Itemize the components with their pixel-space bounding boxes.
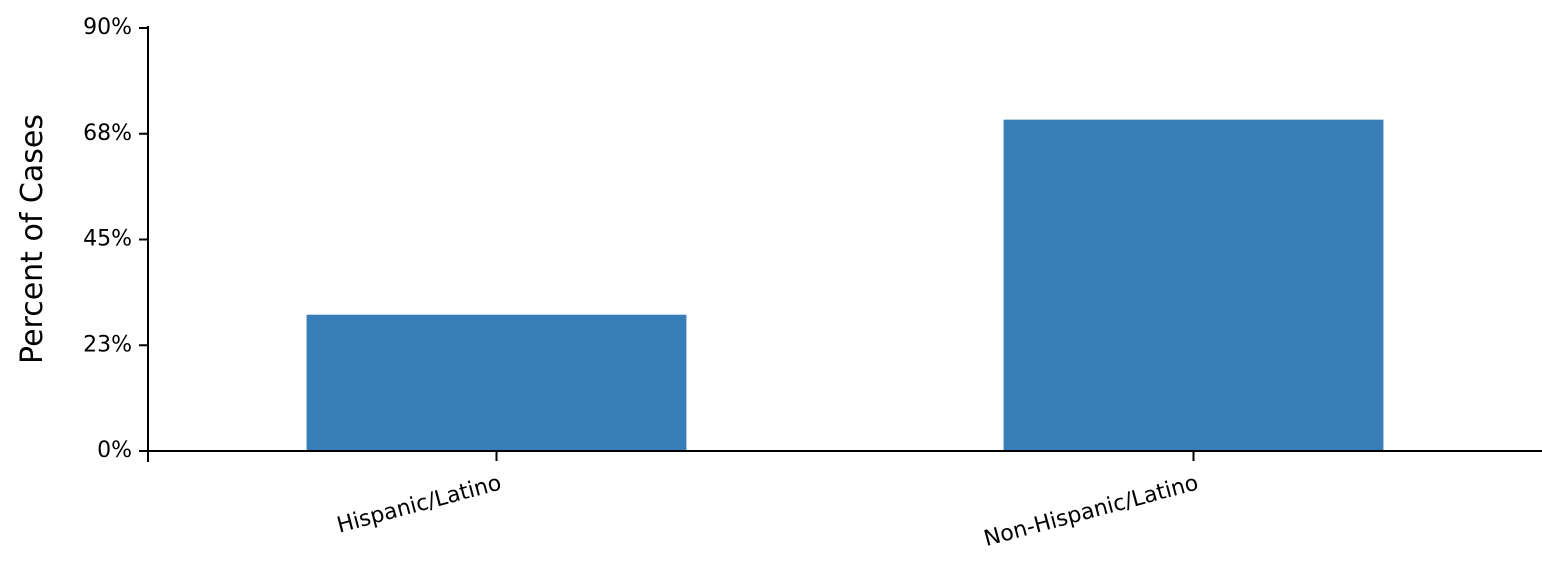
x-tick-label: Hispanic/Latino <box>334 471 504 539</box>
y-axis-title: Percent of Cases <box>15 114 50 364</box>
bar-non-hispanic-latino[interactable] <box>1003 119 1384 452</box>
x-axis: Hispanic/Latino Non-Hispanic/Latino <box>148 450 1542 552</box>
y-tick-label: 0% <box>97 438 132 463</box>
y-axis: 0% 23% 45% 68% 90% <box>83 15 149 463</box>
y-tick-label: 90% <box>83 15 132 40</box>
y-tick-label: 45% <box>83 227 132 252</box>
bar-hispanic-latino[interactable] <box>306 314 687 451</box>
y-tick-label: 68% <box>83 121 132 146</box>
x-tick-label: Non-Hispanic/Latino <box>981 471 1201 552</box>
bars <box>306 119 1384 452</box>
y-tick-label: 23% <box>83 332 132 357</box>
